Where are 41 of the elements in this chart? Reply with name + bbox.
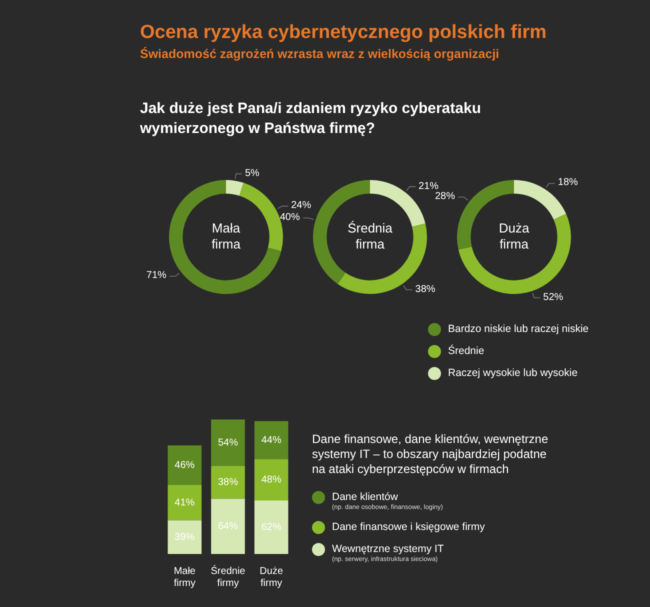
- data-label: 64%: [218, 521, 238, 532]
- data-label: 52%: [543, 290, 564, 305]
- text: Ocena ryzyka cybernetycznego polskich firm: [140, 22, 548, 44]
- x-tick-label: Średnie firmy: [210, 564, 246, 589]
- data-label: 24%: [291, 199, 312, 213]
- data-label: 38%: [218, 477, 238, 488]
- legend-label: Dane finansowe i księgowe firmy: [332, 520, 485, 534]
- bar: [211, 466, 245, 499]
- bar: [211, 498, 245, 554]
- legend-label: Średnie: [448, 344, 484, 358]
- data-label: 71%: [146, 269, 166, 284]
- data-label: 44%: [261, 434, 282, 446]
- bar: [254, 500, 288, 554]
- data-label: 54%: [218, 437, 238, 448]
- legend-label: Raczej wysokie lub wysokie: [448, 366, 578, 380]
- text: Średnia firma: [348, 220, 394, 252]
- data-label: 40%: [280, 210, 300, 225]
- text: Duża firma: [498, 220, 530, 252]
- text: Mała firma: [212, 220, 242, 252]
- data-label: 18%: [558, 176, 578, 190]
- bar: [254, 421, 288, 460]
- text: Dane finansowe, dane klientów, wewnętrzne systemy IT – to obszary najbardziej podatne na ataki cyberprzestępców w firmach: [312, 432, 550, 477]
- x-tick-label: Duże firmy: [260, 566, 284, 589]
- data-label: 41%: [174, 497, 195, 508]
- data-label: 62%: [261, 522, 282, 534]
- bar: [168, 445, 202, 485]
- bar: [211, 419, 245, 466]
- bar: [168, 520, 202, 554]
- data-label: 39%: [174, 532, 195, 543]
- x-tick-label: Małe firmy: [174, 566, 196, 589]
- data-label: 5%: [245, 166, 260, 181]
- legend-label: Bardzo niskie lub raczej niskie: [448, 322, 589, 336]
- data-label: 38%: [415, 282, 436, 297]
- data-label: 48%: [261, 474, 282, 486]
- text: Jak duże jest Pana/i zdaniem ryzyko cyberataku wymierzonego w Państwa firmę?: [140, 99, 482, 139]
- data-label: 46%: [174, 460, 195, 471]
- data-label: 28%: [434, 190, 455, 204]
- data-label: 21%: [418, 180, 439, 192]
- text: Świadomość zagrożeń wzrasta wraz z wielkością organizacji: [140, 47, 500, 61]
- bar: [254, 459, 288, 501]
- bar: [168, 485, 202, 520]
